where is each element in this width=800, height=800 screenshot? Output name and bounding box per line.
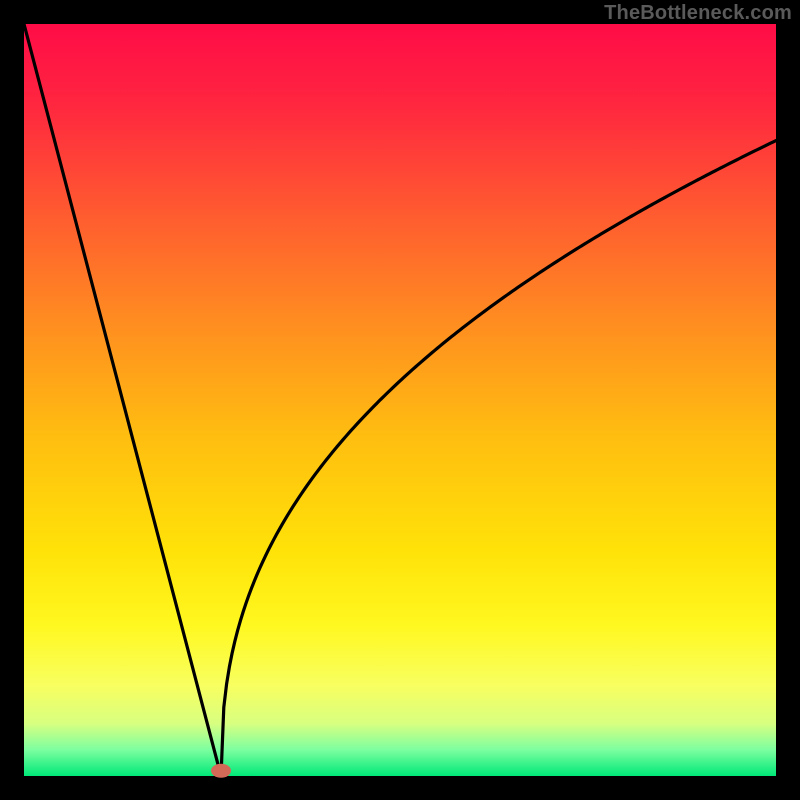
chart-canvas — [0, 0, 800, 800]
watermark-text: TheBottleneck.com — [604, 2, 792, 25]
optimum-marker — [211, 764, 231, 778]
chart-frame: TheBottleneck.com — [0, 0, 800, 800]
gradient-background — [24, 24, 776, 776]
